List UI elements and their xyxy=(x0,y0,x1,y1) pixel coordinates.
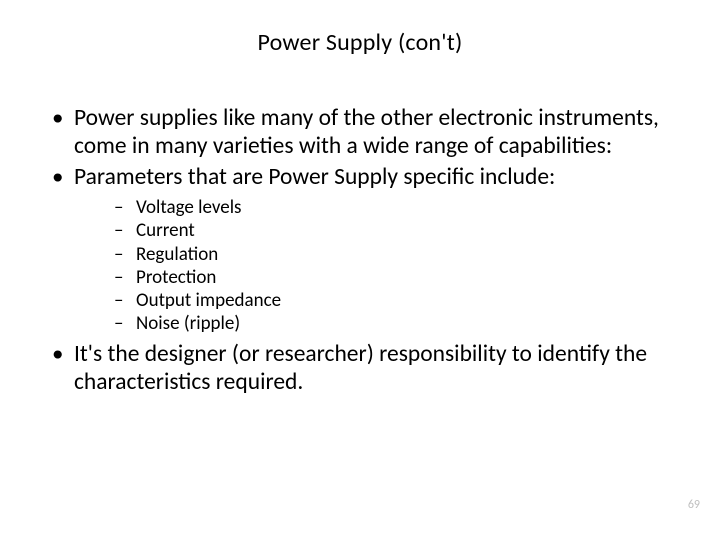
bullet-list-level2: Voltage levels Current Regulation Protec… xyxy=(74,196,674,335)
sub-bullet-item: Current xyxy=(114,219,674,242)
page-number: 69 xyxy=(688,498,700,512)
sub-bullet-text: Voltage levels xyxy=(136,196,242,219)
bullet-text: Parameters that are Power Supply specifi… xyxy=(74,163,555,191)
sub-bullet-text: Noise (ripple) xyxy=(136,312,240,335)
sub-bullet-text: Protection xyxy=(136,266,216,289)
bullet-text: It's the designer (or researcher) respon… xyxy=(74,340,647,396)
sub-bullet-text: Current xyxy=(136,219,195,242)
sub-bullet-text: Output impedance xyxy=(136,289,281,312)
slide-container: Power Supply (con't) Power supplies like… xyxy=(0,0,720,540)
sub-bullet-item: Protection xyxy=(114,266,674,289)
sub-bullet-item: Regulation xyxy=(114,243,674,266)
bullet-item: It's the designer (or researcher) respon… xyxy=(46,341,674,396)
sub-bullet-item: Output impedance xyxy=(114,289,674,312)
sub-bullet-text: Regulation xyxy=(136,243,218,266)
bullet-item: Parameters that are Power Supply specifi… xyxy=(46,164,674,335)
bullet-item: Power supplies like many of the other el… xyxy=(46,105,674,160)
bullet-text: Power supplies like many of the other el… xyxy=(74,104,659,160)
sub-bullet-item: Voltage levels xyxy=(114,196,674,219)
sub-bullet-item: Noise (ripple) xyxy=(114,312,674,335)
slide-title: Power Supply (con't) xyxy=(46,28,674,57)
bullet-list-level1: Power supplies like many of the other el… xyxy=(46,105,674,397)
